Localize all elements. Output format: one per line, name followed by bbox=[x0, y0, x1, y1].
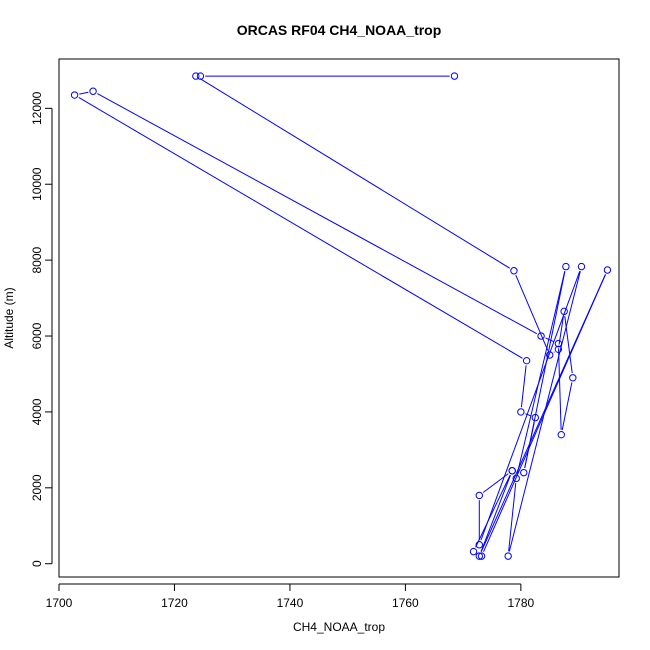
data-point bbox=[475, 491, 483, 500]
x-tick-label: 1780 bbox=[508, 596, 535, 610]
y-axis: 0 2000 4000 6000 8000 10000 12000 bbox=[30, 91, 53, 567]
data-point bbox=[554, 339, 563, 348]
series-segment bbox=[558, 316, 564, 345]
data-point bbox=[510, 267, 518, 275]
data-point bbox=[554, 345, 563, 354]
data-point bbox=[603, 266, 612, 274]
series-segment bbox=[524, 271, 566, 469]
x-axis-label: CH4_NOAA_trop bbox=[293, 620, 385, 634]
data-point bbox=[450, 72, 459, 80]
data-point bbox=[504, 552, 512, 560]
series-segment bbox=[564, 316, 573, 374]
chart-title: ORCAS RF04 CH4_NOAA_trop bbox=[237, 22, 442, 38]
series-segment bbox=[97, 93, 538, 335]
x-axis: 1700 1720 1740 1760 1780 bbox=[46, 583, 535, 610]
data-point bbox=[469, 547, 478, 556]
data-point bbox=[196, 72, 205, 80]
data-point bbox=[522, 356, 531, 365]
series-segment bbox=[199, 78, 511, 269]
series-segment bbox=[520, 365, 527, 408]
data-point bbox=[192, 72, 200, 80]
data-point bbox=[537, 332, 545, 340]
x-tick-label: 1700 bbox=[46, 596, 73, 610]
series-segment bbox=[525, 413, 532, 417]
data-point bbox=[508, 467, 516, 475]
y-tick-label: 0 bbox=[30, 560, 44, 567]
series-segment bbox=[558, 348, 562, 430]
series-segment bbox=[483, 274, 606, 552]
series-segment bbox=[482, 473, 509, 493]
data-point bbox=[577, 262, 586, 271]
data-point bbox=[520, 468, 528, 477]
data-point bbox=[475, 541, 483, 549]
y-tick-label: 2000 bbox=[30, 474, 44, 501]
series-segment bbox=[79, 91, 89, 95]
data-point bbox=[531, 413, 539, 422]
data-point bbox=[546, 351, 554, 359]
data-point bbox=[562, 262, 570, 271]
series-segment bbox=[561, 382, 573, 431]
plot-area-frame bbox=[58, 58, 620, 578]
data-point bbox=[557, 430, 565, 439]
series-segment bbox=[515, 274, 549, 351]
data-point bbox=[512, 474, 520, 483]
y-tick-label: 4000 bbox=[30, 398, 44, 425]
data-point bbox=[70, 91, 79, 99]
series-segment bbox=[78, 97, 523, 359]
data-point bbox=[477, 552, 486, 560]
y-tick-label: 12000 bbox=[30, 91, 44, 125]
x-tick-label: 1740 bbox=[277, 596, 304, 610]
data-point bbox=[569, 374, 577, 382]
y-tick-label: 6000 bbox=[30, 322, 44, 349]
series-segment bbox=[480, 270, 581, 541]
series-segment bbox=[475, 474, 511, 548]
series-segment bbox=[516, 271, 566, 474]
y-tick-label: 10000 bbox=[30, 167, 44, 201]
series-layer bbox=[70, 72, 612, 560]
data-point bbox=[560, 307, 568, 316]
series-segment bbox=[508, 483, 517, 552]
x-tick-label: 1720 bbox=[161, 596, 188, 610]
data-point bbox=[475, 552, 483, 560]
data-point bbox=[517, 408, 525, 416]
x-tick-label: 1760 bbox=[392, 596, 419, 610]
series-segment bbox=[480, 475, 511, 552]
y-tick-label: 8000 bbox=[30, 246, 44, 273]
data-point bbox=[89, 87, 97, 95]
series-segment bbox=[545, 337, 555, 343]
y-axis-label: Altitude (m) bbox=[2, 287, 16, 348]
